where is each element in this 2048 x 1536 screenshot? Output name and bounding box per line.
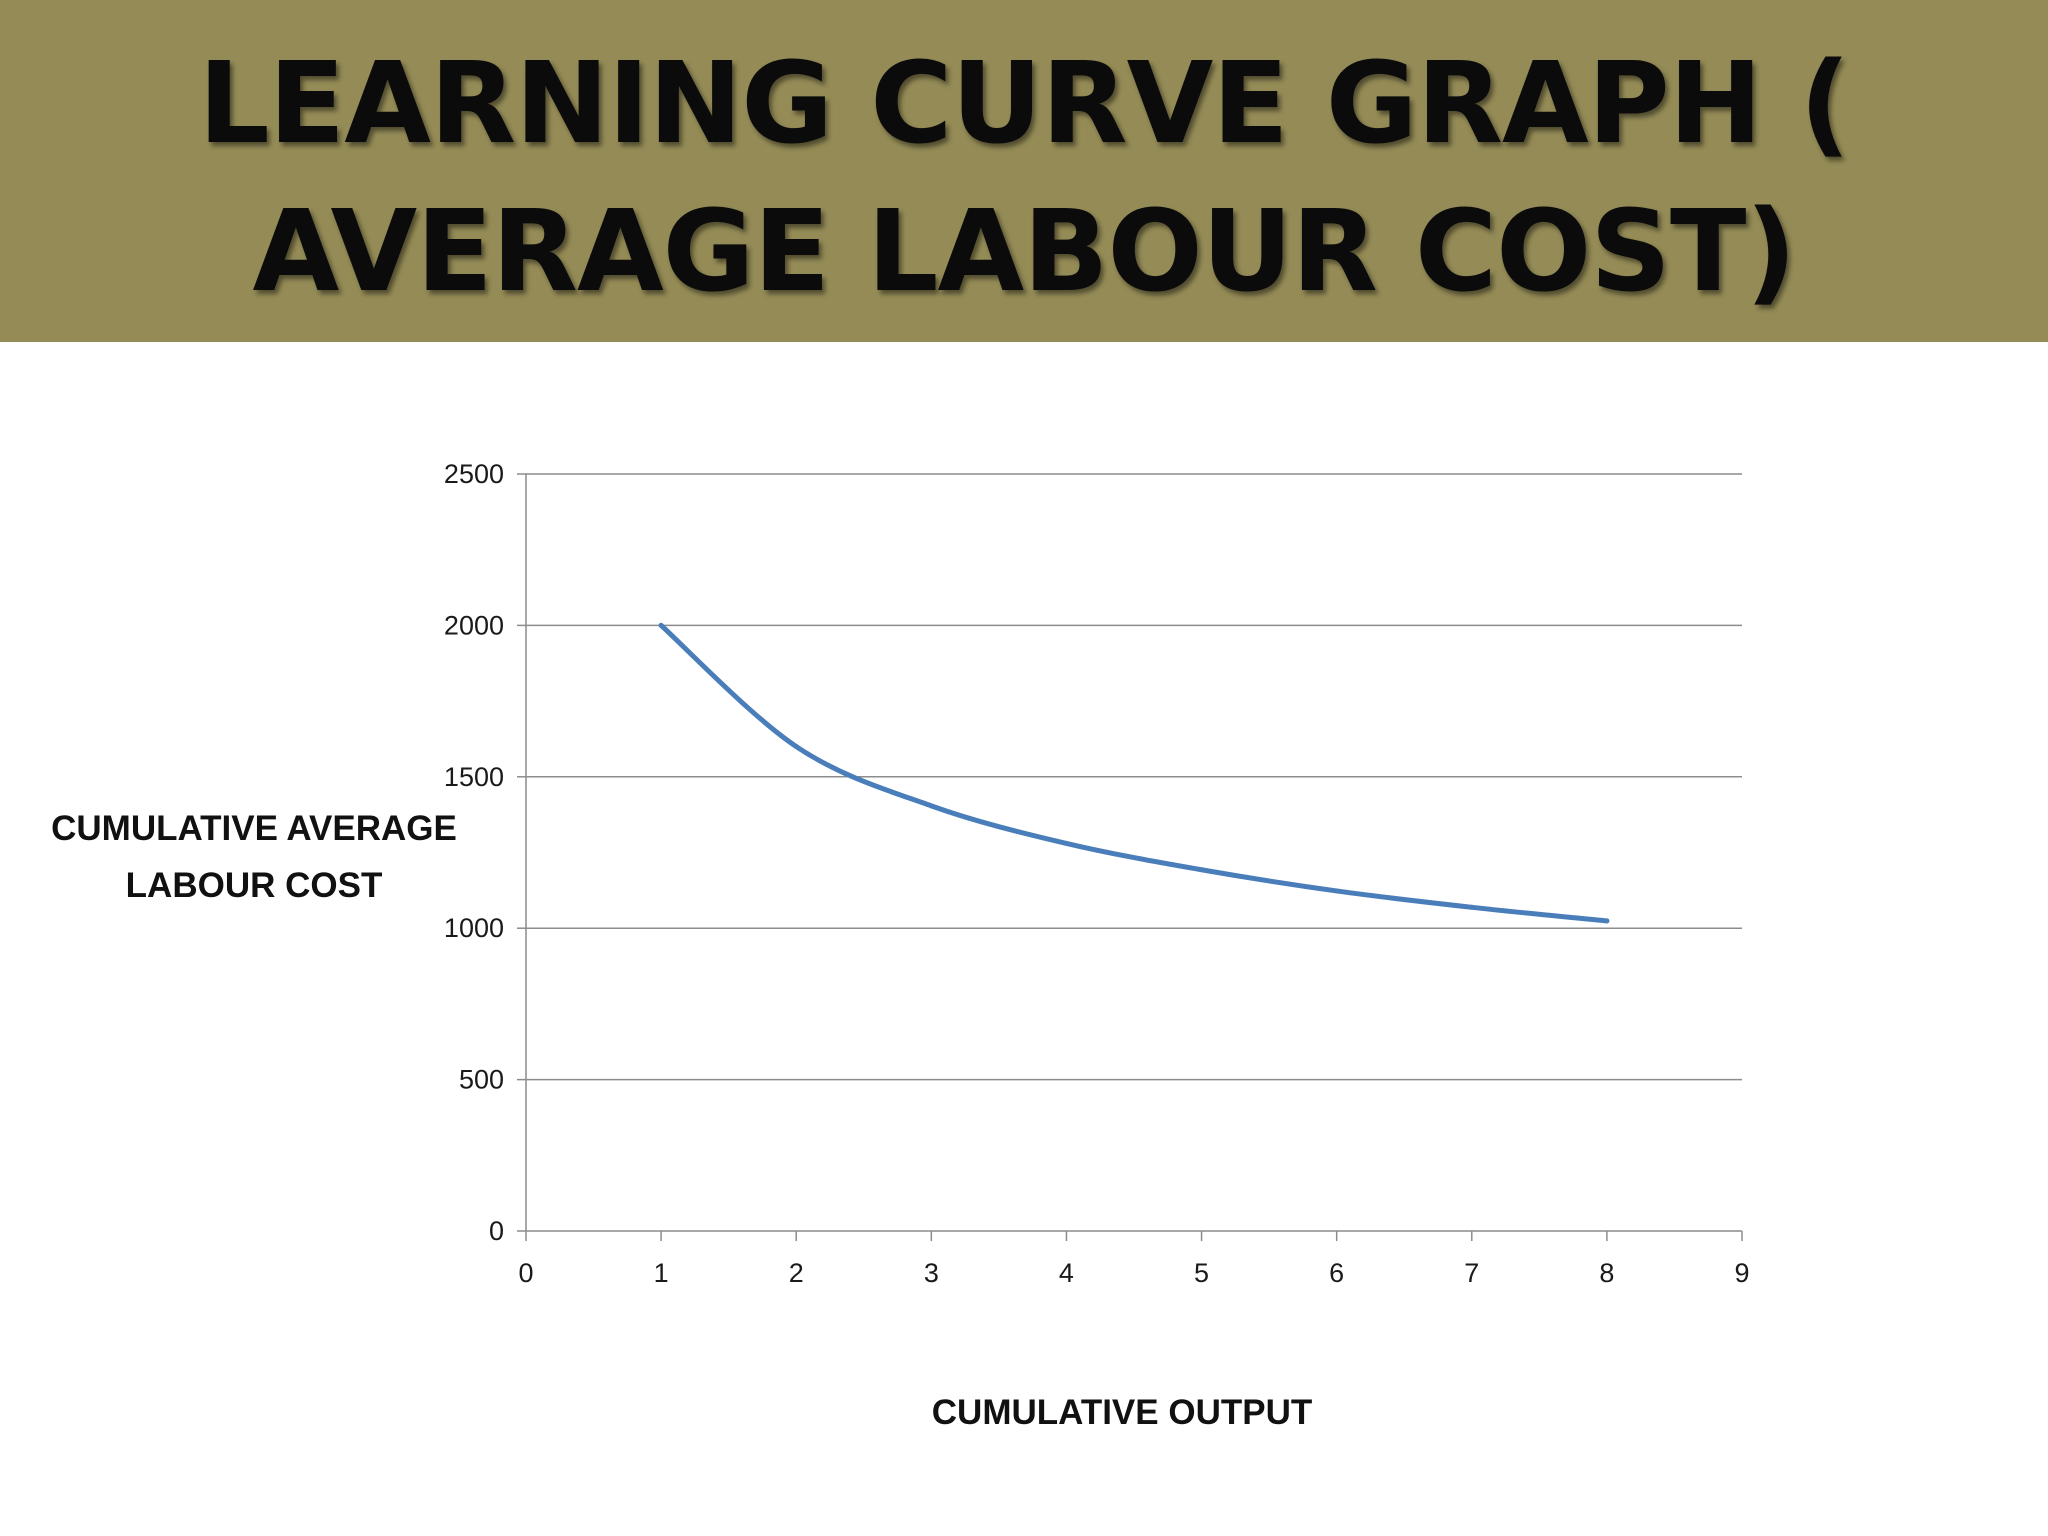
x-tick-label: 5 (1194, 1258, 1209, 1288)
y-tick-label: 1500 (444, 762, 504, 792)
data-point-6 (1334, 888, 1340, 894)
x-tick-label: 8 (1599, 1258, 1614, 1288)
learning-curve-chart: 0 500 1000 1500 2000 2500 0 1 2 3 4 5 6 7 8 9 CUMULATI… (51, 459, 1749, 1432)
data-point-7 (1469, 904, 1475, 910)
slide-title: LEARNING CURVE GRAPH ( AVERAGE LABOUR CO… (198, 39, 1850, 317)
x-tick-label: 2 (789, 1258, 804, 1288)
y-axis-label-line-1: CUMULATIVE AVERAGE (51, 809, 457, 848)
data-point-3 (928, 803, 934, 809)
data-point-4 (1063, 840, 1069, 846)
x-tick-label: 6 (1329, 1258, 1344, 1288)
x-tick-label: 1 (654, 1258, 669, 1288)
y-tick-label: 500 (459, 1065, 504, 1095)
x-tick-label: 4 (1059, 1258, 1074, 1288)
x-tick-label: 3 (924, 1258, 939, 1288)
y-tick-label: 1000 (444, 913, 504, 943)
data-point-8 (1604, 918, 1610, 924)
series-line-0 (658, 622, 1610, 924)
x-tick-labels: 0 1 2 3 4 5 6 7 8 9 (518, 1258, 1749, 1288)
y-tick-label: 2500 (444, 459, 504, 489)
data-point-2 (793, 744, 799, 750)
y-tick-labels: 0 500 1000 1500 2000 2500 (444, 459, 504, 1246)
y-tick-label: 0 (489, 1216, 504, 1246)
data-point-5 (1199, 867, 1205, 873)
y-tick-label: 2000 (444, 610, 504, 640)
title-banner: LEARNING CURVE GRAPH ( AVERAGE LABOUR CO… (0, 0, 2048, 342)
x-tick-label: 9 (1734, 1258, 1749, 1288)
x-axis-label: CUMULATIVE OUTPUT (932, 1393, 1312, 1432)
data-point-1 (658, 622, 664, 628)
x-tick-label: 0 (518, 1258, 533, 1288)
series-layer (658, 622, 1610, 924)
y-axis-label-line-2: LABOUR COST (126, 866, 383, 905)
x-tick-label: 7 (1464, 1258, 1479, 1288)
gridlines (526, 473, 1742, 1081)
axes (517, 473, 1743, 1241)
